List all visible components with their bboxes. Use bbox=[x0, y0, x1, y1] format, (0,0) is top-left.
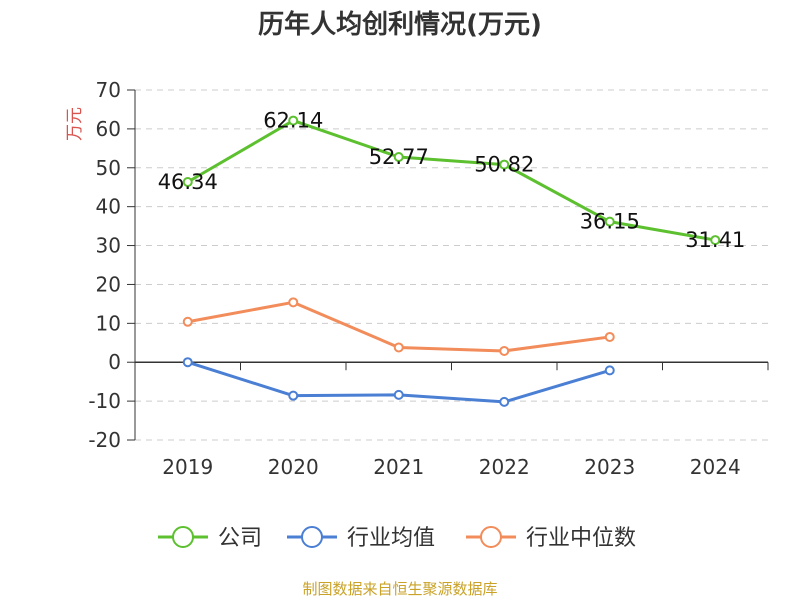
y-axis-label: 万元 bbox=[65, 107, 85, 141]
y-tick-label: 40 bbox=[96, 195, 121, 219]
data-point bbox=[182, 316, 193, 327]
data-point bbox=[604, 365, 615, 376]
data-labels: 46.34 62.14 52.77 50.82 36.15 31.41 bbox=[158, 109, 746, 253]
data-point bbox=[604, 331, 615, 342]
data-label: 50.82 bbox=[474, 153, 534, 177]
y-tick-label: 30 bbox=[96, 234, 121, 258]
data-point bbox=[604, 216, 615, 227]
y-tick-label: 50 bbox=[96, 156, 121, 180]
data-point bbox=[499, 396, 510, 407]
legend-marker bbox=[172, 526, 194, 548]
data-label: 62.14 bbox=[263, 109, 323, 133]
y-tick-label: 20 bbox=[96, 272, 121, 296]
data-point bbox=[288, 390, 299, 401]
data-label: 52.77 bbox=[369, 145, 429, 169]
series-lines bbox=[182, 115, 721, 407]
y-tick-label: 70 bbox=[96, 78, 121, 102]
legend-marker bbox=[480, 526, 502, 548]
legend-marker bbox=[301, 526, 323, 548]
data-point bbox=[499, 159, 510, 170]
data-point bbox=[182, 357, 193, 368]
data-point bbox=[710, 235, 721, 246]
data-point bbox=[182, 177, 193, 188]
data-label: 46.34 bbox=[158, 170, 218, 194]
data-label: 36.15 bbox=[580, 210, 640, 234]
y-tick-label: -10 bbox=[88, 389, 121, 413]
grid-lines bbox=[135, 89, 768, 441]
data-point bbox=[288, 115, 299, 126]
data-point bbox=[393, 152, 404, 163]
x-tick-label: 2020 bbox=[268, 455, 319, 479]
legend-label: 公司 bbox=[218, 526, 262, 551]
data-label: 31.41 bbox=[685, 228, 745, 252]
x-tick-label: 2023 bbox=[584, 455, 635, 479]
x-tick-label: 2022 bbox=[479, 455, 530, 479]
axes: 70 60 50 40 30 20 10 0 -10 -20 万元 2019 2020 2021 2022 2… bbox=[65, 78, 769, 479]
chart-title: 历年人均创利情况(万元) bbox=[258, 10, 542, 40]
y-tick-label: -20 bbox=[88, 428, 121, 452]
legend-label: 行业中位数 bbox=[526, 526, 636, 551]
x-tick-label: 2019 bbox=[162, 455, 213, 479]
y-tick-label: 10 bbox=[96, 311, 121, 335]
y-tick-label: 60 bbox=[96, 117, 121, 141]
x-tick-label: 2024 bbox=[690, 455, 741, 479]
x-tick-label: 2021 bbox=[373, 455, 424, 479]
source-note: 制图数据来自恒生聚源数据库 bbox=[302, 580, 498, 598]
series-line-0 bbox=[186, 119, 716, 242]
data-point bbox=[393, 389, 404, 400]
data-point bbox=[499, 345, 510, 356]
y-tick-label: 0 bbox=[108, 350, 121, 374]
legend: 公司 行业均值 行业中位数 bbox=[158, 526, 636, 551]
legend-label: 行业均值 bbox=[347, 526, 435, 551]
data-point bbox=[288, 297, 299, 308]
data-point bbox=[393, 342, 404, 353]
